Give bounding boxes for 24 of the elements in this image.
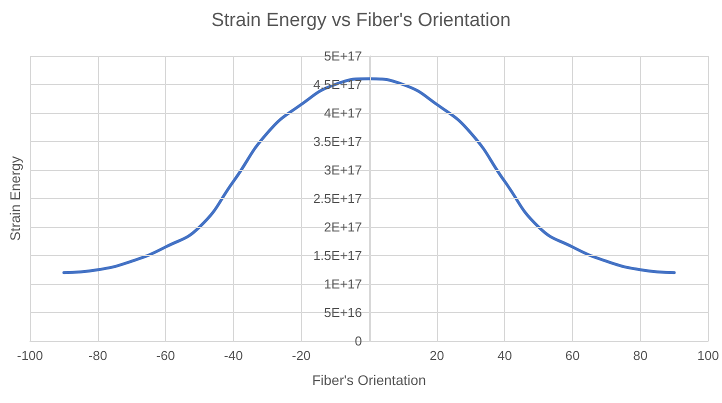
x-tick-label: 20: [430, 348, 444, 363]
y-tick-label: 5E+16: [324, 305, 362, 320]
y-axis-title: Strain Energy: [7, 156, 23, 241]
x-tick-label: -80: [88, 348, 108, 363]
x-tick-label: 100: [697, 348, 720, 363]
y-tick-label: 1E+17: [324, 276, 362, 292]
y-tick-label: 3E+17: [324, 162, 362, 178]
x-axis-title: Fiber's Orientation: [312, 372, 426, 388]
y-tick-label: 2E+17: [324, 220, 362, 234]
y-tick-label: 4E+17: [324, 106, 362, 120]
x-tick-label: 80: [633, 348, 648, 363]
y-tick-label: 3.5E+17: [313, 134, 362, 149]
y-tick-label: 0: [354, 334, 362, 348]
x-tick-label: -40: [224, 348, 243, 363]
x-tick-label: -60: [156, 348, 176, 363]
chart-title: Strain Energy vs Fiber's Orientation: [211, 10, 511, 31]
y-tick-label: 5E+17: [324, 48, 362, 64]
y-tick-label: 1.5E+17: [313, 248, 362, 263]
x-tick-label: 60: [565, 348, 580, 363]
x-tick-label: -20: [292, 348, 311, 363]
y-tick-label: 4.5E+17: [313, 77, 362, 92]
x-tick-label: 40: [497, 348, 512, 363]
x-tick-label: -100: [16, 348, 44, 363]
y-tick-label: 2.5E+17: [313, 191, 362, 206]
